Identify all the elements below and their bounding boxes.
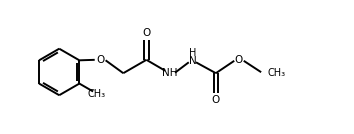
Text: NH: NH [162,68,177,78]
Text: O: O [142,28,150,38]
Text: O: O [235,55,243,65]
Text: H: H [189,48,196,58]
Text: O: O [212,95,220,105]
Text: N: N [189,56,196,66]
Text: O: O [96,55,104,65]
Text: CH₃: CH₃ [88,89,106,99]
Text: CH₃: CH₃ [267,68,285,78]
